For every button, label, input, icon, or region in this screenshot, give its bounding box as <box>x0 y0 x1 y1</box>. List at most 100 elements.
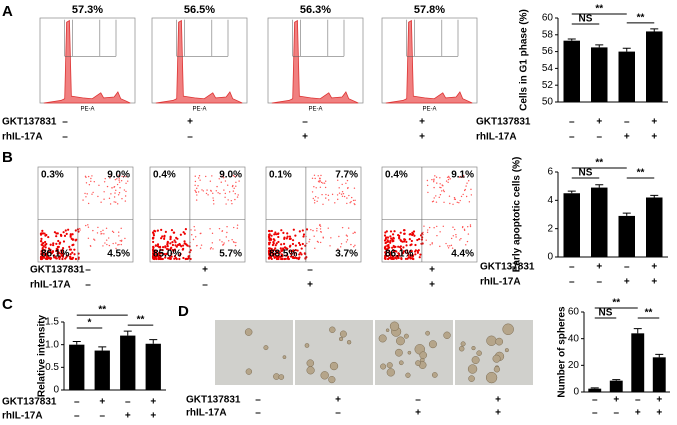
cell-dot <box>42 251 45 254</box>
cell-dot <box>439 183 441 185</box>
cell-dot <box>236 227 239 229</box>
cell-dot <box>68 255 72 258</box>
bar <box>145 343 161 390</box>
cell-dot <box>447 181 449 184</box>
cell-dot <box>280 249 283 252</box>
sphere <box>395 348 403 357</box>
cell-dot <box>105 239 108 241</box>
cell-dot <box>345 182 347 185</box>
condition-mark: + <box>624 277 630 288</box>
histogram-percent: 56.5% <box>184 4 215 16</box>
cell-dot <box>275 233 278 236</box>
condition-mark: – <box>569 277 575 288</box>
condition-name: GKT137831 <box>2 117 57 128</box>
cell-dot <box>274 244 277 247</box>
error-bar <box>622 47 631 52</box>
cell-dot <box>109 177 111 179</box>
cell-dot <box>154 244 158 247</box>
cell-dot <box>426 179 429 182</box>
cell-dot <box>172 231 175 234</box>
cell-dot <box>404 257 408 260</box>
histogram-percent: 57.3% <box>72 4 103 16</box>
error-bar <box>590 387 599 389</box>
cell-dot <box>341 226 344 229</box>
cell-dot <box>389 251 392 254</box>
cell-dot <box>108 237 110 239</box>
cell-dot <box>291 239 295 242</box>
cell-dot <box>389 253 393 256</box>
cell-dot <box>113 185 116 188</box>
condition-mark: – <box>62 117 68 128</box>
quadrant-percent: 0.1% <box>269 170 292 181</box>
cell-dot <box>187 257 190 260</box>
cell-dot <box>352 199 355 202</box>
cell-dot <box>87 224 89 226</box>
cell-dot <box>309 238 311 241</box>
cell-dot <box>386 236 390 239</box>
cell-dot <box>351 196 353 199</box>
y-axis-label: Cells in G1 phase (%) <box>519 9 530 111</box>
cell-dot <box>408 233 411 236</box>
cell-dot <box>314 177 316 180</box>
cell-dot <box>106 185 109 188</box>
cell-dot <box>41 247 44 250</box>
condition-mark: – <box>415 395 421 406</box>
error-bar <box>595 184 604 188</box>
cell-dot <box>410 239 413 243</box>
cell-dot <box>290 255 293 258</box>
cell-dot <box>422 231 424 234</box>
cell-dot <box>85 224 87 227</box>
cell-dot <box>294 244 297 247</box>
cell-dot <box>301 229 304 232</box>
cell-dot <box>113 196 116 198</box>
cell-dot <box>450 244 453 247</box>
cell-dot <box>277 257 280 261</box>
cell-dot <box>280 253 283 256</box>
quadrant-percent: 9.0% <box>219 170 242 181</box>
cell-dot <box>52 254 56 257</box>
cell-dot <box>219 192 221 195</box>
cell-dot <box>233 226 235 229</box>
cell-dot <box>173 257 176 260</box>
cell-dot <box>118 192 121 194</box>
cell-dot <box>181 244 185 247</box>
cell-dot <box>320 181 323 184</box>
cell-dot <box>173 255 177 258</box>
cell-dot <box>199 247 202 249</box>
cell-dot <box>39 257 43 260</box>
cell-dot <box>47 235 50 239</box>
cell-dot <box>124 200 127 202</box>
cell-dot <box>277 240 280 244</box>
bar <box>588 388 602 392</box>
cell-dot <box>393 230 396 233</box>
sphere <box>320 371 329 380</box>
cell-dot <box>163 252 166 256</box>
sphere <box>339 330 347 338</box>
cell-dot <box>235 174 238 177</box>
cell-dot <box>116 178 118 180</box>
condition-mark: – <box>569 132 575 143</box>
cell-dot <box>92 191 94 194</box>
cell-dot <box>118 179 120 181</box>
sphere <box>428 340 437 349</box>
cell-dot <box>340 193 343 195</box>
sphere <box>486 335 497 346</box>
condition-mark: – <box>569 262 575 273</box>
cell-dot <box>409 254 413 257</box>
cell-dot <box>383 257 387 260</box>
cell-dot <box>68 248 71 251</box>
y-tick-label: 58 <box>542 29 554 40</box>
cell-dot <box>161 235 164 238</box>
cell-dot <box>210 246 212 249</box>
cell-dot <box>228 191 231 193</box>
condition-name: rhIL-17A <box>186 408 227 419</box>
cell-dot <box>274 247 277 250</box>
cell-dot <box>67 228 70 231</box>
cell-dot <box>60 234 63 237</box>
cell-dot <box>123 175 125 178</box>
cell-dot <box>102 229 104 232</box>
cell-dot <box>447 178 450 181</box>
cell-dot <box>121 175 123 178</box>
cell-dot <box>232 184 234 187</box>
cell-dot <box>453 228 456 231</box>
